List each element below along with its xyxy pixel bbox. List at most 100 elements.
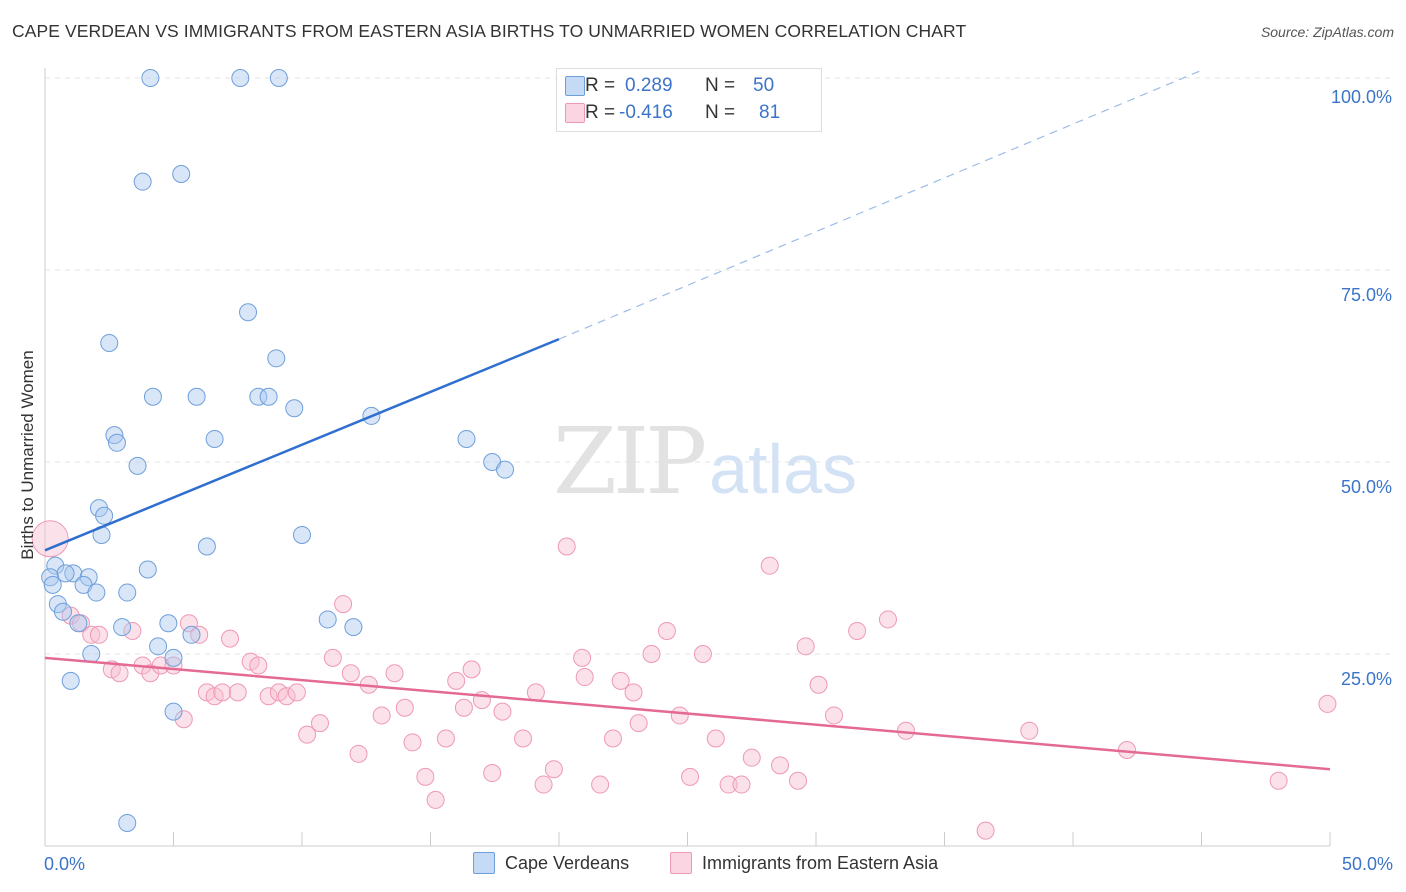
immigrants-point	[1020, 721, 1039, 740]
immigrants-point	[493, 702, 512, 721]
legend-r-value: 0.289	[625, 75, 673, 96]
immigrants-point	[334, 595, 353, 614]
immigrants-point	[878, 610, 897, 629]
immigrants-point	[349, 744, 368, 763]
immigrants-point	[174, 710, 193, 729]
source-label: Source: ZipAtlas.com	[1260, 24, 1394, 40]
series-legend-cape-verdeans[interactable]: Cape Verdeans	[473, 852, 629, 874]
legend-n-value: 81	[759, 102, 781, 123]
immigrants-point	[483, 764, 502, 783]
cape-verdeans-point	[87, 583, 106, 602]
cape-verdeans-point	[182, 625, 201, 644]
series-legend: Cape Verdeans Immigrants from Eastern As…	[0, 852, 1406, 876]
immigrants-point	[603, 729, 622, 748]
cape-verdeans-point	[249, 387, 268, 406]
x-tick-label: 0.0%	[44, 854, 85, 874]
cape-verdeans-point	[118, 583, 137, 602]
correlation-legend: R = 0.289 N = 50 R = -0.416 N = 81	[556, 68, 822, 132]
cape-verdeans-point	[100, 333, 119, 352]
immigrants-point	[436, 729, 455, 748]
cape-verdeans-point	[64, 564, 83, 583]
cape-verdeans-point	[172, 165, 191, 183]
immigrants-point	[249, 656, 268, 675]
cape-verdeans-point	[267, 349, 286, 368]
immigrants-point	[385, 664, 404, 683]
watermark-atlas: atlas	[709, 430, 858, 508]
immigrants-point	[534, 775, 553, 794]
series-swatch-pink	[670, 852, 692, 874]
legend-n-label: N =	[705, 75, 736, 96]
immigrants-point	[1269, 771, 1288, 790]
immigrants-point	[657, 621, 676, 640]
cape-verdeans-point	[293, 525, 311, 544]
legend-row-cape-verdeans: R = 0.289 N = 50	[565, 74, 774, 98]
cape-verdeans-point	[159, 614, 178, 633]
immigrants-point	[693, 645, 712, 663]
immigrants-point	[642, 645, 661, 663]
series-legend-immigrants[interactable]: Immigrants from Eastern Asia	[670, 852, 938, 874]
immigrants-point	[190, 625, 209, 644]
immigrants-point	[771, 756, 790, 775]
cape-verdeans-point	[197, 537, 216, 556]
cape-verdeans-trendline	[44, 337, 560, 552]
immigrants-point	[298, 725, 317, 744]
immigrants-point	[277, 687, 296, 706]
immigrants-point	[341, 664, 360, 683]
legend-n-label: N =	[705, 102, 736, 123]
immigrants-point	[611, 671, 630, 690]
immigrants-point	[259, 687, 278, 706]
immigrants-point	[179, 614, 198, 633]
cape-verdeans-point	[141, 69, 160, 87]
y-axis-label: Births to Unmarried Women	[18, 350, 37, 560]
cape-verdeans-point	[138, 560, 157, 579]
cape-verdeans-trendline-extension	[558, 69, 1202, 340]
cape-verdeans-point	[231, 69, 250, 87]
immigrants-point	[372, 706, 391, 725]
immigrants-point	[426, 790, 445, 809]
immigrants-point	[824, 706, 843, 725]
immigrants-point	[742, 748, 761, 767]
immigrants-point	[213, 683, 232, 702]
immigrants-point	[1318, 694, 1337, 713]
immigrants-point	[462, 660, 481, 679]
series-legend-label: Cape Verdeans	[505, 852, 630, 873]
cape-verdeans-point	[61, 671, 80, 690]
cape-verdeans-point	[259, 387, 278, 406]
chart-title: CAPE VERDEAN VS IMMIGRANTS FROM EASTERN …	[12, 21, 967, 41]
immigrants-point	[110, 664, 129, 683]
immigrants-point	[557, 537, 576, 556]
cape-verdeans-point	[43, 575, 62, 594]
legend-r-label: R =	[585, 75, 616, 96]
immigrants-point	[454, 698, 473, 717]
y-tick-label: 50.0%	[1341, 477, 1392, 497]
immigrants-point	[732, 775, 751, 794]
immigrants-point	[310, 714, 329, 733]
immigrants-point	[514, 729, 533, 748]
immigrants-point	[544, 760, 563, 779]
series-swatch-blue	[473, 852, 495, 874]
cape-verdeans-point	[496, 460, 515, 479]
immigrants-point	[323, 648, 342, 667]
immigrants-point	[719, 775, 738, 794]
immigrants-point	[670, 706, 689, 725]
immigrants-point	[760, 556, 779, 575]
legend-row-immigrants: R = -0.416 N = 81	[565, 101, 781, 125]
immigrants-trendline	[44, 656, 1331, 771]
cape-verdeans-point	[53, 602, 72, 621]
immigrants-point	[706, 729, 725, 748]
immigrants-point	[403, 733, 422, 752]
cape-verdeans-point	[46, 556, 65, 575]
cape-verdeans-point	[133, 172, 152, 191]
cape-verdeans-point	[118, 813, 137, 832]
series-legend-label: Immigrants from Eastern Asia	[702, 852, 939, 873]
legend-swatch-blue	[565, 76, 585, 96]
legend-r-value: -0.416	[619, 102, 673, 123]
immigrants-point	[526, 683, 545, 702]
immigrants-point	[591, 775, 610, 794]
immigrants-point	[123, 621, 142, 640]
immigrants-point	[31, 520, 69, 558]
cape-verdeans-point	[82, 645, 101, 663]
immigrants-point	[287, 683, 306, 702]
y-tick-label: 100.0%	[1331, 87, 1392, 107]
